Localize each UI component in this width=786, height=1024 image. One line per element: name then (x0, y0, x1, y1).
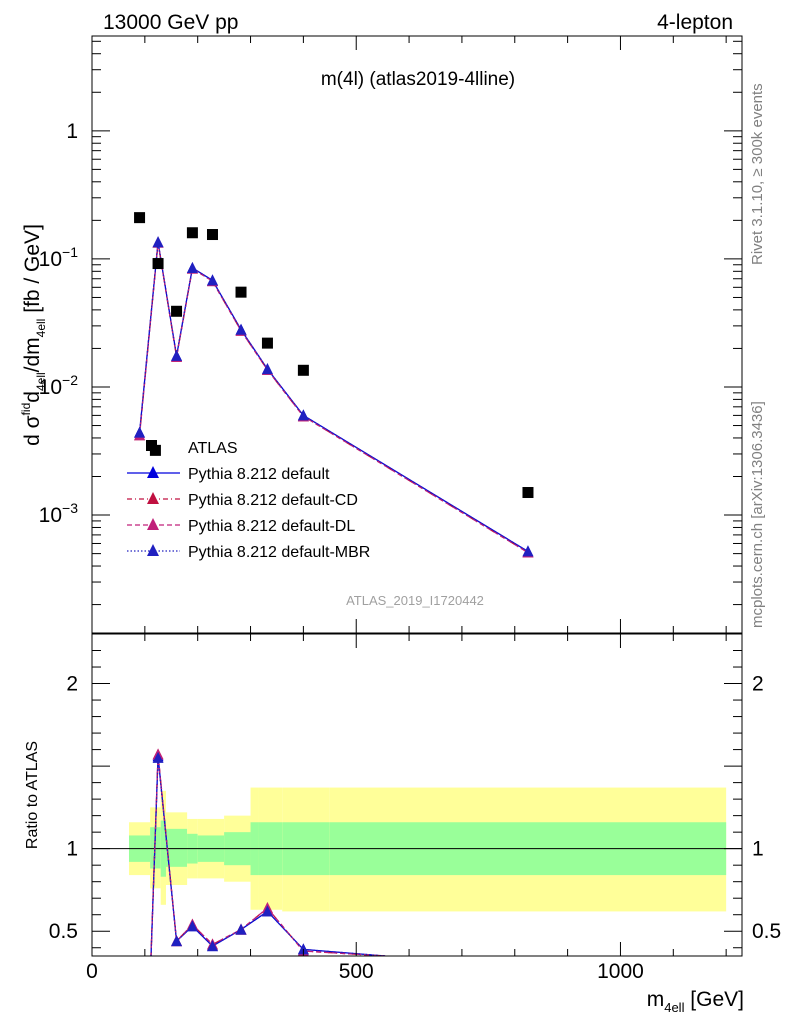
main-plot-panel: 1 10−1 10−2 10−3 (39, 35, 743, 634)
ratio-series-point (235, 923, 247, 935)
main-y-tick-label: 1 (66, 120, 78, 143)
main-series-point (297, 409, 309, 421)
main-series-point (186, 261, 198, 273)
ratio-series-point (206, 940, 218, 952)
main-y-tick-label: 10−1 (39, 244, 79, 271)
x-tick-label: 1000 (597, 960, 644, 983)
ratio-y-tick-label: 1 (66, 838, 78, 861)
ratio-uncertainty-bands (128, 787, 727, 912)
ratio-y-tick-label: 2 (66, 673, 78, 696)
x-tick-label: 0 (86, 960, 98, 983)
legend-label-default: Pythia 8.212 default (188, 466, 330, 483)
legend-label-mbr: Pythia 8.212 default-MBR (188, 544, 370, 561)
ratio-y-axis-label: Ratio to ATLAS (24, 741, 41, 849)
ratio-y-tick-label-right: 1 (752, 838, 764, 861)
x-tick-labels: 0 500 1000 (86, 960, 644, 983)
ratio-plot-panel: 0.5 0.5 1 1 2 2 0 500 1000 (49, 633, 781, 983)
main-series-point (171, 349, 183, 361)
atlas-data-point (152, 258, 164, 270)
main-series-layer (134, 212, 534, 558)
atlas-data-point (522, 487, 534, 499)
plot-title: m(4l) (atlas2019-4lline) (321, 69, 515, 90)
legend: ATLAS Pythia 8.212 default Pythia 8.212 … (127, 440, 370, 561)
legend-marker-cd (147, 492, 159, 504)
main-series-line-dashed (138, 242, 529, 554)
legend-label-atlas: ATLAS (188, 440, 238, 457)
atlas-data-point (171, 305, 183, 317)
ratio-series-layer (150, 748, 386, 956)
ratio-y-tick-label: 0.5 (49, 920, 78, 943)
main-y-tick-label: 10−3 (39, 500, 79, 527)
atlas-data-point (261, 337, 273, 349)
legend-marker-default (147, 466, 159, 478)
legend-marker-atlas (146, 440, 157, 451)
legend-marker-mbr (147, 544, 159, 556)
ratio-y-tick-labels: 0.5 0.5 1 1 2 2 (49, 673, 781, 944)
main-series-point (152, 236, 164, 248)
main-series-point (261, 363, 273, 375)
main-frame (91, 35, 743, 634)
main-y-tick-labels: 1 10−1 10−2 10−3 (39, 120, 79, 527)
ratio-series-point (186, 920, 198, 932)
atlas-data-point (186, 227, 198, 239)
ratio-band-inner (165, 828, 188, 867)
main-series-point (235, 323, 247, 335)
legend-label-cd: Pythia 8.212 default-CD (188, 492, 358, 509)
main-y-tick-label: 10−2 (39, 372, 79, 399)
main-series-point (206, 274, 218, 286)
ratio-series-point (261, 905, 273, 917)
ratio-series-point (297, 943, 309, 955)
main-axis-ticks (91, 36, 742, 633)
ratio-axis-ticks (91, 634, 742, 956)
atlas-data-point (206, 229, 218, 241)
ratio-frame (91, 633, 743, 957)
main-series-point (134, 426, 146, 438)
legend-marker-dl (147, 518, 159, 530)
mcplots-side-text: mcplots.cern.ch [arXiv:1306.3436] (749, 401, 766, 628)
legend-label-dl: Pythia 8.212 default-DL (188, 518, 355, 535)
main-series-point (522, 545, 534, 557)
rivet-side-text: Rivet 3.1.10, ≥ 300k events (749, 83, 766, 265)
ratio-series-line-dotted (150, 757, 386, 956)
x-tick-label: 500 (339, 960, 374, 983)
process-label: 4-lepton (657, 11, 733, 34)
atlas-data-point (235, 286, 247, 298)
ratio-series-point (171, 935, 183, 947)
main-y-axis-label: d σfidd4ell/dm4ell [fb / GeV] (19, 224, 48, 446)
ratio-y-tick-label-right: 0.5 (752, 920, 781, 943)
x-axis-label: m4ell [GeV] (647, 988, 744, 1015)
ratio-series-point (152, 751, 164, 763)
atlas-data-point (134, 212, 146, 224)
atlas-data-point (297, 364, 309, 376)
energy-label: 13000 GeV pp (103, 11, 238, 34)
ratio-y-tick-label-right: 2 (752, 673, 764, 696)
watermark: ATLAS_2019_I1720442 (346, 593, 484, 608)
